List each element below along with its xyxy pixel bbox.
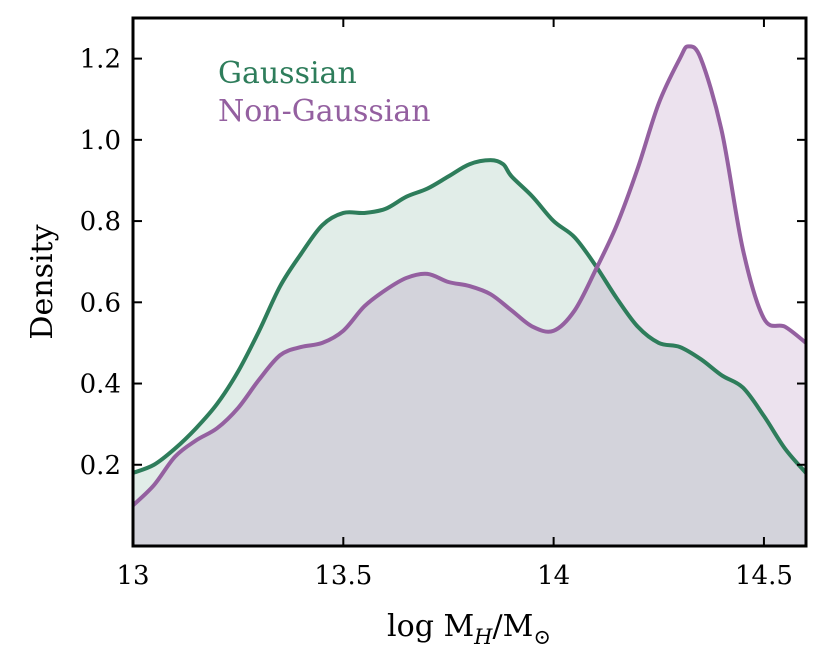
y-tick-label: 0.2 — [80, 451, 121, 481]
plot-frame — [131, 16, 808, 548]
legend-entry-non-gaussian: Non-Gaussian — [218, 94, 431, 129]
x-tick-label: 13 — [116, 561, 149, 591]
y-axis-title: Density — [25, 224, 60, 339]
x-tick-label: 13.5 — [314, 561, 372, 591]
y-tick-label: 0.4 — [80, 370, 121, 400]
legend-entry-gaussian: Gaussian — [218, 56, 357, 91]
y-tick-label: 0.6 — [80, 288, 121, 318]
y-tick-label: 0.8 — [80, 207, 121, 237]
series-lines — [133, 44, 806, 507]
y-tick-label: 1.2 — [80, 45, 121, 75]
x-tick-label: 14 — [537, 561, 570, 591]
axis-ticks: 13 13.5 14 14.5 0.2 0.4 0.6 0.8 1.0 1.2 — [80, 18, 806, 591]
series-line-gaussian — [133, 158, 806, 475]
x-tick-label: 14.5 — [735, 561, 793, 591]
x-axis-title: log MH/M⊙ — [387, 609, 551, 649]
y-tick-label: 1.0 — [80, 126, 121, 156]
series-line-non-gaussian — [133, 44, 806, 507]
